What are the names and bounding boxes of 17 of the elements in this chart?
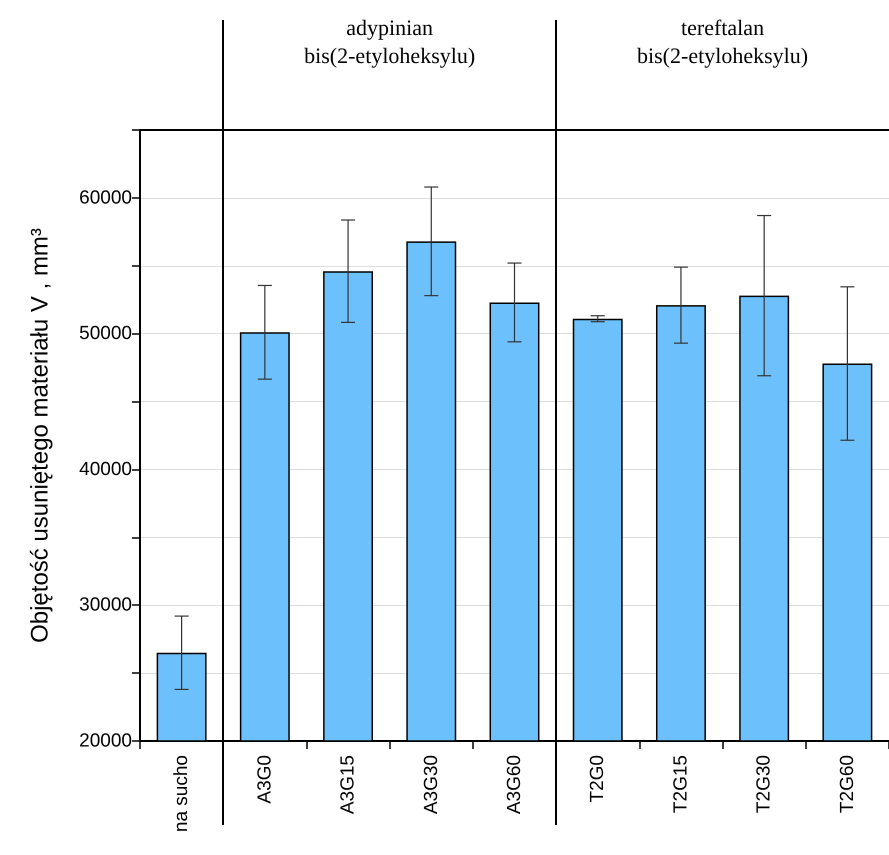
text: adypinian bis(2-etyloheksylu) [304, 15, 476, 68]
y-tick-label: 60000 [79, 187, 132, 208]
x-tick-label: na sucho [171, 755, 192, 832]
y-tick-label: 20000 [79, 730, 132, 752]
y-axis-title: Objętość usuniętego materiału V , mm³ [26, 228, 54, 643]
text: tereftalan bis(2-etyloheksylu) [637, 15, 808, 68]
x-tick-label: A3G0 [254, 755, 276, 804]
x-tick-label: T2G0 [587, 755, 608, 803]
y-tick-label: 50000 [79, 323, 132, 344]
x-tick-label: A3G15 [338, 755, 359, 814]
x-tick-label: T2G30 [754, 755, 775, 814]
y-tick-label: 30000 [79, 594, 132, 616]
x-tick-label: T2G15 [670, 755, 692, 814]
x-tick-label: T2G60 [836, 755, 858, 814]
x-tick-label: A3G60 [504, 755, 525, 814]
y-tick-label: 40000 [79, 458, 132, 480]
x-tick-label: A3G30 [420, 755, 442, 814]
